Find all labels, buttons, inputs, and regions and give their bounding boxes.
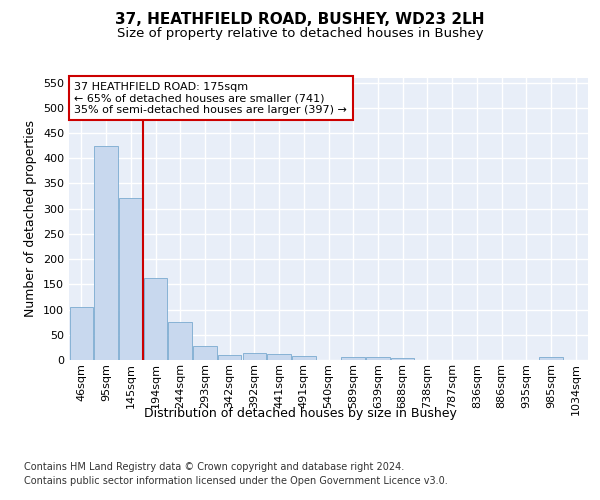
Bar — [193, 346, 217, 360]
Bar — [391, 358, 415, 360]
Bar — [218, 355, 241, 360]
Bar — [292, 356, 316, 360]
Bar — [169, 322, 192, 360]
Text: 37, HEATHFIELD ROAD, BUSHEY, WD23 2LH: 37, HEATHFIELD ROAD, BUSHEY, WD23 2LH — [115, 12, 485, 28]
Bar — [539, 358, 563, 360]
Bar — [70, 307, 93, 360]
Text: Contains HM Land Registry data © Crown copyright and database right 2024.: Contains HM Land Registry data © Crown c… — [24, 462, 404, 472]
Text: Distribution of detached houses by size in Bushey: Distribution of detached houses by size … — [143, 408, 457, 420]
Bar — [268, 354, 291, 360]
Bar — [144, 278, 167, 360]
Bar — [242, 353, 266, 360]
Text: Contains public sector information licensed under the Open Government Licence v3: Contains public sector information licen… — [24, 476, 448, 486]
Bar — [119, 198, 143, 360]
Bar — [341, 358, 365, 360]
Bar — [94, 146, 118, 360]
Y-axis label: Number of detached properties: Number of detached properties — [25, 120, 37, 318]
Text: 37 HEATHFIELD ROAD: 175sqm
← 65% of detached houses are smaller (741)
35% of sem: 37 HEATHFIELD ROAD: 175sqm ← 65% of deta… — [74, 82, 347, 115]
Bar — [366, 358, 389, 360]
Text: Size of property relative to detached houses in Bushey: Size of property relative to detached ho… — [116, 28, 484, 40]
